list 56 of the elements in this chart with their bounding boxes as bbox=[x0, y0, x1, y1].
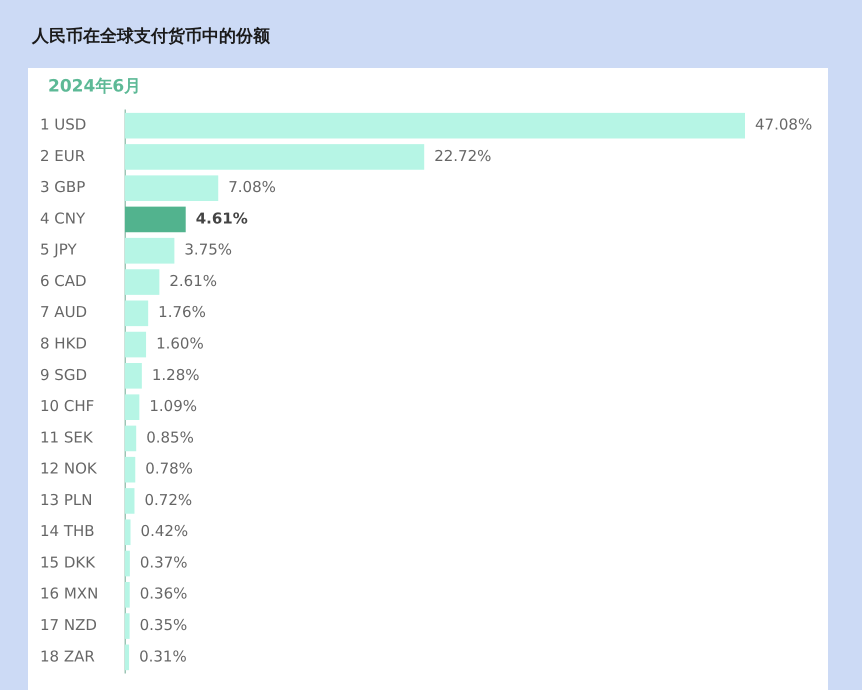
data-label: 0.35% bbox=[140, 616, 188, 634]
y-tick-label: 17 NZD bbox=[40, 616, 97, 634]
y-tick-label: 6 CAD bbox=[40, 272, 87, 290]
bar bbox=[125, 394, 140, 420]
bar bbox=[125, 144, 424, 170]
bar bbox=[125, 175, 218, 202]
y-tick-label: 4 CNY bbox=[40, 209, 86, 228]
bar bbox=[125, 550, 130, 576]
bar bbox=[125, 488, 134, 514]
y-tick-label: 3 GBP bbox=[40, 178, 86, 196]
data-label: 7.08% bbox=[228, 178, 276, 196]
bar bbox=[125, 519, 131, 546]
data-label: 0.85% bbox=[146, 428, 194, 446]
y-tick-label: 13 PLN bbox=[40, 490, 92, 509]
data-label: 0.42% bbox=[140, 522, 188, 540]
y-tick-label: 7 AUD bbox=[40, 303, 88, 322]
bar bbox=[125, 613, 130, 639]
y-tick-label: 10 CHF bbox=[40, 397, 94, 416]
bar bbox=[125, 426, 136, 452]
y-tick-label: 16 MXN bbox=[40, 584, 98, 603]
bar bbox=[125, 363, 142, 389]
data-label: 4.61% bbox=[196, 209, 248, 228]
y-tick-label: 18 ZAR bbox=[40, 647, 95, 666]
bar bbox=[125, 582, 130, 608]
y-tick-label: 1 USD bbox=[40, 116, 86, 134]
bar bbox=[125, 300, 148, 326]
y-tick-label: 14 THB bbox=[40, 522, 95, 540]
bar bbox=[125, 456, 136, 483]
data-label: 0.31% bbox=[139, 647, 187, 666]
data-label: 1.76% bbox=[158, 303, 206, 322]
chart-title: 人民币在全球支付货币中的份额 bbox=[31, 26, 271, 46]
data-label: 0.78% bbox=[145, 460, 193, 478]
bar bbox=[125, 269, 160, 295]
y-tick-label: 15 DKK bbox=[40, 553, 96, 572]
y-tick-label: 11 SEK bbox=[40, 428, 94, 446]
data-label: 0.72% bbox=[144, 490, 192, 509]
data-label: 1.28% bbox=[152, 366, 200, 384]
data-label: 2.61% bbox=[169, 272, 218, 290]
data-label: 47.08% bbox=[755, 116, 812, 134]
y-tick-label: 2 EUR bbox=[40, 146, 86, 165]
bar bbox=[125, 206, 186, 232]
bar bbox=[125, 112, 745, 138]
data-label: 0.36% bbox=[140, 584, 188, 603]
chart-subtitle: 2024年6月 bbox=[48, 76, 142, 96]
data-label: 1.09% bbox=[149, 397, 198, 416]
y-tick-label: 8 HKD bbox=[40, 334, 87, 352]
data-label: 0.37% bbox=[140, 553, 188, 572]
y-tick-label: 12 NOK bbox=[40, 460, 98, 478]
data-label: 1.60% bbox=[156, 334, 204, 352]
bar bbox=[125, 238, 174, 264]
data-label: 22.72% bbox=[434, 146, 492, 165]
bar bbox=[125, 644, 130, 670]
bar bbox=[125, 332, 146, 358]
y-tick-label: 9 SGD bbox=[40, 366, 88, 384]
y-tick-label: 5 JPY bbox=[40, 240, 78, 259]
data-label: 3.75% bbox=[184, 240, 232, 259]
